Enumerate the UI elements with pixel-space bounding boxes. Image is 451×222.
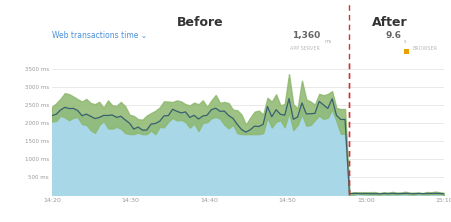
Text: BROWSER: BROWSER [413,46,437,51]
Text: s: s [404,39,406,44]
Text: 9.6: 9.6 [386,31,401,40]
Text: 1,360: 1,360 [292,31,320,40]
Text: Web transactions time ⌄: Web transactions time ⌄ [52,31,147,40]
Text: Before: Before [177,16,224,29]
Text: ms: ms [325,39,332,44]
Text: After: After [372,16,408,29]
Text: APP SERVER: APP SERVER [290,46,320,51]
